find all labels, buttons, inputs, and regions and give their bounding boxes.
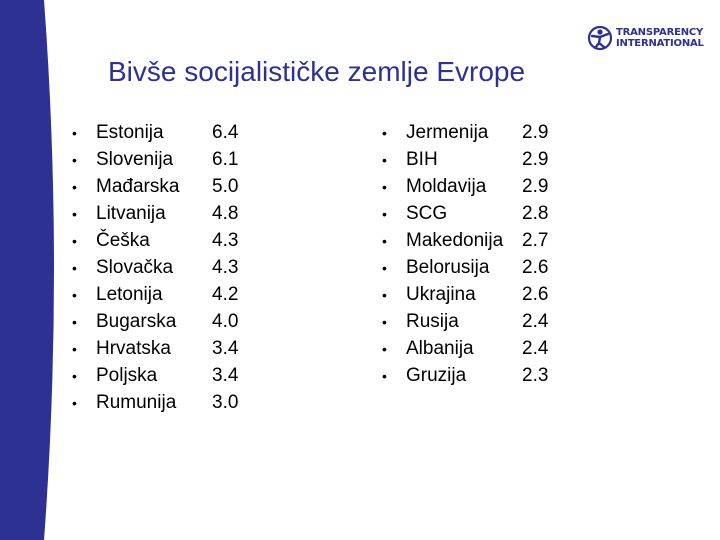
cpi-score: 4.3 — [212, 230, 239, 251]
bullet-icon: • — [72, 206, 77, 222]
cpi-score: 3.4 — [212, 365, 239, 386]
right-country-list: • Jermenija 2.9 • BIH 2.9 • Moldavija 2.9 • SCG 2.8… — [382, 122, 582, 392]
bullet-icon: • — [72, 125, 77, 141]
country-name: SCG — [406, 203, 448, 224]
cpi-score: 6.1 — [212, 149, 239, 170]
cpi-score: 2.6 — [522, 284, 549, 305]
country-name: Estonija — [96, 122, 164, 143]
page-title: Bivše socijalističke zemlje Evrope — [108, 56, 526, 87]
country-name: Letonija — [96, 284, 163, 305]
country-name: Gruzija — [406, 365, 467, 386]
bullet-icon: • — [382, 314, 387, 330]
bullet-icon: • — [382, 260, 387, 276]
cpi-score: 2.4 — [522, 311, 549, 332]
country-name: Litvanija — [96, 203, 166, 224]
cpi-score: 2.6 — [522, 257, 549, 278]
bullet-icon: • — [382, 125, 387, 141]
list-item: • Rumunija 3.0 — [72, 392, 272, 419]
list-item: • Češka 4.3 — [72, 230, 272, 257]
list-item: • Ukrajina 2.6 — [382, 284, 582, 311]
list-item: • SCG 2.8 — [382, 203, 582, 230]
cpi-score: 2.8 — [522, 203, 549, 224]
list-item: • Moldavija 2.9 — [382, 176, 582, 203]
country-name: BIH — [406, 149, 438, 170]
cpi-score: 2.9 — [522, 176, 549, 197]
country-name: Makedonija — [406, 230, 504, 251]
cpi-score: 4.0 — [212, 311, 239, 332]
list-item: • Letonija 4.2 — [72, 284, 272, 311]
cpi-score: 2.9 — [522, 122, 549, 143]
bullet-icon: • — [72, 260, 77, 276]
cpi-score: 5.0 — [212, 176, 239, 197]
cpi-score: 4.2 — [212, 284, 239, 305]
bullet-icon: • — [72, 314, 77, 330]
bullet-icon: • — [382, 152, 387, 168]
country-name: Poljska — [96, 365, 158, 386]
bullet-icon: • — [72, 179, 77, 195]
country-name: Albanija — [406, 338, 474, 359]
bullet-icon: • — [382, 341, 387, 357]
country-name: Slovenija — [96, 149, 174, 170]
list-item: • BIH 2.9 — [382, 149, 582, 176]
cpi-score: 4.3 — [212, 257, 239, 278]
bullet-icon: • — [72, 341, 77, 357]
logo-line-1: TRANSPARENCY — [616, 27, 704, 38]
cpi-score: 2.7 — [522, 230, 549, 251]
list-item: • Litvanija 4.8 — [72, 203, 272, 230]
list-item: • Slovenija 6.1 — [72, 149, 272, 176]
bullet-icon: • — [382, 287, 387, 303]
cpi-score: 2.3 — [522, 365, 549, 386]
country-name: Bugarska — [96, 311, 177, 332]
cpi-score: 3.4 — [212, 338, 239, 359]
left-country-list: • Estonija 6.4 • Slovenija 6.1 • Mađarska 5.0 • Li… — [72, 122, 272, 419]
list-item: • Bugarska 4.0 — [72, 311, 272, 338]
cpi-score: 2.4 — [522, 338, 549, 359]
bullet-icon: • — [382, 368, 387, 384]
bullet-icon: • — [72, 152, 77, 168]
list-item: • Gruzija 2.3 — [382, 365, 582, 392]
bullet-icon: • — [72, 287, 77, 303]
bullet-icon: • — [382, 179, 387, 195]
list-item: • Mađarska 5.0 — [72, 176, 272, 203]
list-item: • Poljska 3.4 — [72, 365, 272, 392]
country-name: Ukrajina — [406, 284, 476, 305]
bullet-icon: • — [72, 233, 77, 249]
list-item: • Estonija 6.4 — [72, 122, 272, 149]
logo-line-2: INTERNATIONAL — [616, 38, 704, 49]
bullet-icon: • — [72, 368, 77, 384]
country-name: Slovačka — [96, 257, 174, 278]
country-name: Jermenija — [406, 122, 489, 143]
cpi-score: 3.0 — [212, 392, 239, 413]
left-decorative-curve — [30, 0, 54, 540]
country-name: Moldavija — [406, 176, 487, 197]
country-name: Mađarska — [96, 176, 180, 197]
country-name: Belorusija — [406, 257, 490, 278]
cpi-score: 4.8 — [212, 203, 239, 224]
list-item: • Belorusija 2.6 — [382, 257, 582, 284]
cpi-score: 6.4 — [212, 122, 239, 143]
bullet-icon: • — [72, 395, 77, 411]
list-item: • Slovačka 4.3 — [72, 257, 272, 284]
cpi-score: 2.9 — [522, 149, 549, 170]
transparency-international-logo: TRANSPARENCY INTERNATIONAL — [588, 22, 713, 54]
list-item: • Jermenija 2.9 — [382, 122, 582, 149]
country-name: Rumunija — [96, 392, 177, 413]
list-item: • Rusija 2.4 — [382, 311, 582, 338]
country-name: Češka — [96, 230, 150, 251]
list-item: • Albanija 2.4 — [382, 338, 582, 365]
country-name: Hrvatska — [96, 338, 171, 359]
list-item: • Hrvatska 3.4 — [72, 338, 272, 365]
transparency-international-figure-icon — [588, 25, 612, 51]
bullet-icon: • — [382, 206, 387, 222]
country-name: Rusija — [406, 311, 459, 332]
list-item: • Makedonija 2.7 — [382, 230, 582, 257]
bullet-icon: • — [382, 233, 387, 249]
